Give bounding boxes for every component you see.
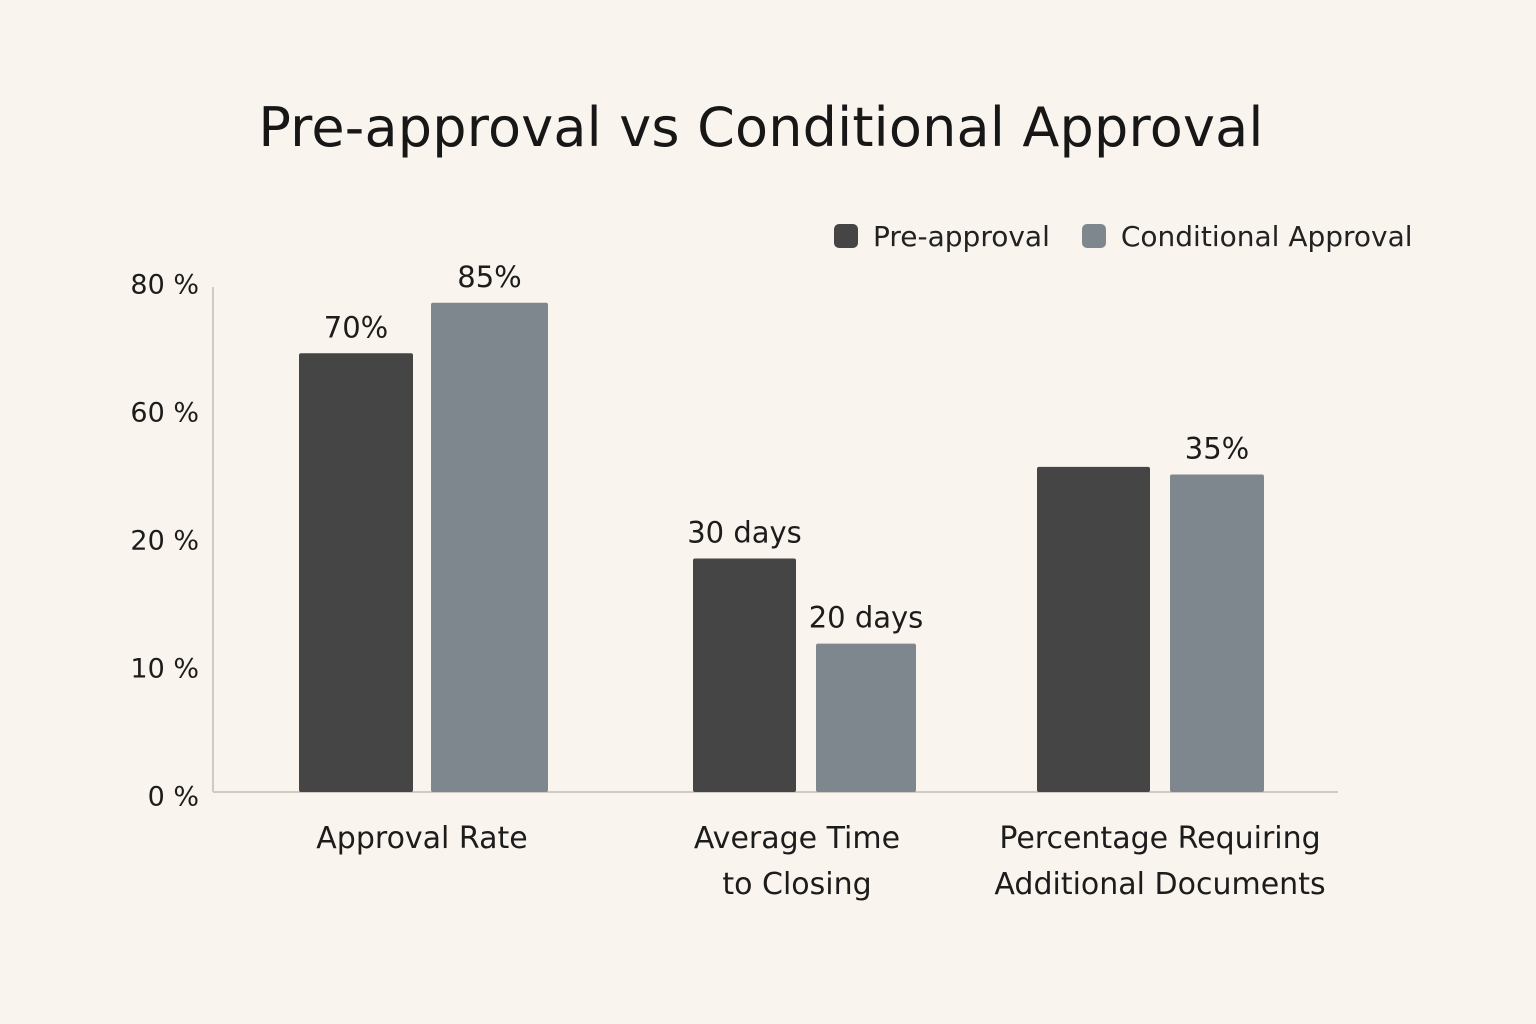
data-label: 85% xyxy=(457,260,521,294)
x-category-label: Average Time xyxy=(694,821,900,856)
legend: Pre-approval Conditional Approval xyxy=(834,218,1445,254)
x-category-label: Additional Documents xyxy=(994,867,1325,902)
data-label: 20 days xyxy=(809,601,924,635)
bar-conditional-approval xyxy=(816,643,916,792)
data-label: 30 days xyxy=(687,515,802,549)
bar-conditional-approval xyxy=(431,302,548,792)
y-tick-label: 60 % xyxy=(130,398,199,429)
bar-pre-approval xyxy=(1037,466,1150,792)
bar-conditional-approval xyxy=(1170,474,1264,792)
legend-label-pre-approval: Pre-approval xyxy=(873,219,1050,253)
y-tick-label: 0 % xyxy=(148,782,199,813)
y-tick-label: 80 % xyxy=(130,270,199,301)
y-tick-label: 10 % xyxy=(130,654,199,685)
chart-title: Pre-approval vs Conditional Approval xyxy=(258,96,1264,159)
legend-label-conditional-approval: Conditional Approval xyxy=(1120,219,1413,253)
x-category-label: to Closing xyxy=(722,867,871,902)
data-label: 70% xyxy=(324,310,388,344)
legend-swatch-pre-approval xyxy=(834,224,858,248)
legend-item-pre-approval: Pre-approval xyxy=(834,220,1050,253)
bar-pre-approval xyxy=(299,353,413,792)
x-category-label: Approval Rate xyxy=(316,821,527,856)
legend-item-conditional-approval: Conditional Approval xyxy=(1081,219,1413,253)
x-category-label: Percentage Requiring xyxy=(999,821,1320,856)
bar-pre-approval xyxy=(693,558,796,792)
legend-swatch-conditional-approval xyxy=(1081,224,1106,248)
data-label: 35% xyxy=(1185,431,1249,465)
y-tick-label: 20 % xyxy=(130,526,199,557)
